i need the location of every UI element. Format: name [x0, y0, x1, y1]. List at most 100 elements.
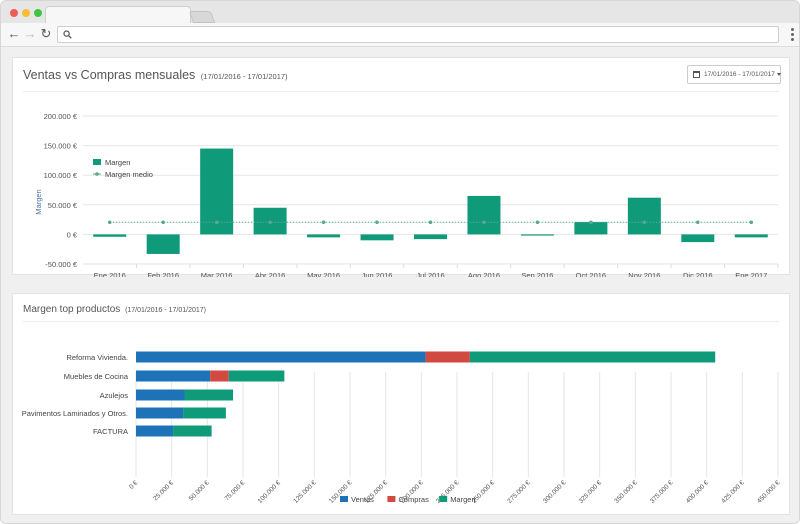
bar	[414, 234, 447, 240]
y-tick-label: Azulejos	[100, 391, 129, 400]
bar-ventas	[136, 389, 185, 401]
x-tick-label: 275.000 €	[506, 479, 532, 505]
bar-ventas	[136, 370, 211, 382]
x-tick-label: Ene 2017	[735, 271, 767, 277]
y-tick-label: FACTURA	[93, 427, 128, 436]
x-tick-label: 125.000 €	[292, 479, 318, 505]
bar-margen	[469, 351, 716, 363]
x-tick-label: 0 €	[128, 479, 140, 491]
x-tick-label: 325.000 €	[578, 479, 604, 505]
bar	[360, 234, 394, 241]
url-bar[interactable]	[57, 26, 779, 43]
caret-down-icon	[776, 72, 781, 76]
y-tick-label: Pavimentos Laminados y Otros.	[22, 409, 128, 418]
new-tab-button[interactable]	[188, 11, 216, 23]
y-tick-label: Muebles de Cocina	[64, 372, 129, 381]
date-range-button[interactable]: 17/01/2016 - 17/01/2017	[687, 65, 781, 84]
average-point	[161, 220, 165, 225]
legend-label-margen: Margen	[105, 158, 130, 167]
date-range-button-label: 17/01/2016 - 17/01/2017	[704, 71, 775, 78]
monthly-chart-panel: Ventas vs Compras mensuales (17/01/2016 …	[12, 57, 790, 277]
maximize-window-button[interactable]	[34, 9, 42, 17]
y-tick-label: -50.000 €	[45, 260, 78, 269]
bar-margen	[183, 407, 226, 419]
x-tick-label: 375.000 €	[649, 479, 675, 505]
x-tick-label: Abr 2016	[255, 271, 285, 277]
top-products-title: Margen top productos	[23, 304, 121, 315]
x-tick-label: 400.000 €	[685, 479, 711, 505]
average-point	[642, 220, 647, 225]
bar-margen	[173, 425, 212, 437]
top-products-chart: 0 € 25.000 € 50.000 € 75.000 € 100.000 € 125.…	[22, 351, 782, 505]
panel-title: Margen top productos (17/01/2016 - 17/01…	[23, 304, 206, 315]
monthly-chart-title: Ventas vs Compras mensuales	[23, 68, 196, 82]
browser-toolbar: ← → ↻	[1, 23, 799, 47]
legend-label: Ventas	[351, 495, 374, 504]
browser-titlebar	[1, 1, 799, 25]
x-tick-label: Jun 2016	[362, 271, 393, 277]
x-tick-label: Ago 2016	[468, 271, 500, 277]
minimize-window-button[interactable]	[22, 9, 30, 17]
top-products-panel: Margen top productos (17/01/2016 - 17/01…	[12, 293, 790, 515]
bar	[307, 234, 341, 238]
divider	[23, 321, 779, 322]
legend-label: Margen	[450, 495, 475, 504]
x-tick-label: Ene 2016	[94, 271, 126, 277]
average-point	[749, 220, 754, 225]
legend-swatch	[439, 496, 448, 502]
x-tick-label: 450.000 €	[756, 479, 782, 505]
x-tick-label: Feb 2016	[147, 271, 179, 277]
x-tick-label: Oct 2016	[576, 271, 606, 277]
panel-title: Ventas vs Compras mensuales (17/01/2016 …	[23, 68, 288, 82]
x-tick-label: 25.000 €	[152, 479, 175, 502]
average-point	[375, 220, 379, 225]
bar	[467, 195, 501, 235]
x-tick-label: 425.000 €	[720, 479, 746, 505]
y-tick-label: 100.000 €	[44, 171, 78, 180]
x-tick-label: 100.000 €	[257, 479, 283, 505]
forward-arrow-icon[interactable]: →	[23, 26, 37, 41]
average-point	[535, 220, 540, 225]
x-tick-label: Jul 2016	[416, 271, 444, 277]
y-tick-label: Reforma Vivienda.	[66, 353, 128, 362]
y-tick-label: 200.000 €	[44, 112, 78, 121]
x-tick-label: Mar 2016	[201, 271, 233, 277]
bar	[93, 234, 127, 237]
average-point	[589, 220, 593, 225]
average-point	[696, 220, 700, 225]
bar-compras	[210, 370, 229, 382]
legend-swatch	[340, 496, 348, 502]
bar	[146, 234, 180, 254]
average-point	[321, 220, 326, 225]
back-arrow-icon[interactable]: ←	[7, 26, 21, 41]
browser-menu-icon[interactable]	[791, 28, 795, 43]
x-tick-label: 75.000 €	[224, 479, 247, 502]
top-products-date-range: (17/01/2016 - 17/01/2017)	[125, 307, 207, 314]
legend-label: Compras	[398, 495, 429, 504]
legend-label-average: Margen medio	[105, 170, 153, 179]
search-icon	[63, 30, 72, 39]
close-window-button[interactable]	[10, 9, 18, 17]
reload-icon[interactable]: ↻	[40, 26, 52, 41]
x-tick-label: 300.000 €	[542, 479, 568, 505]
bar	[681, 234, 715, 243]
bar-margen	[184, 389, 234, 401]
x-tick-label: May 2016	[307, 271, 340, 277]
legend-swatch-margen	[93, 159, 101, 165]
monthly-chart-date-range: (17/01/2016 - 17/01/2017)	[200, 72, 288, 81]
average-point	[482, 220, 486, 225]
calendar-icon	[693, 71, 700, 78]
x-tick-label: Dic 2016	[683, 271, 713, 277]
page-content: Ventas vs Compras mensuales (17/01/2016 …	[2, 48, 799, 523]
x-tick-label: Sep 2016	[521, 271, 553, 277]
bar	[627, 197, 661, 235]
divider	[23, 91, 779, 92]
bar	[520, 234, 554, 236]
bar	[200, 148, 234, 235]
bar-ventas	[136, 407, 184, 419]
x-tick-label: 350.000 €	[613, 479, 639, 505]
y-tick-label: 150.000 €	[44, 142, 78, 151]
average-point	[428, 220, 433, 225]
bar-compras	[425, 351, 470, 363]
